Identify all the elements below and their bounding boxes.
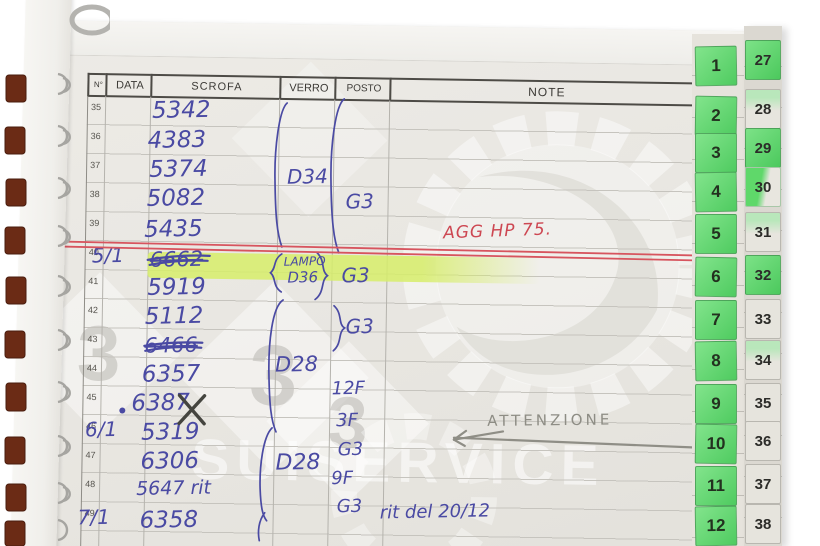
header-label: POSTO [346,82,382,95]
tab-label: 2 [711,105,721,126]
rit-note: rit del 20/12 [379,500,491,524]
verro-label: D34 [286,163,329,189]
posto-mark: G3 [345,313,375,339]
index-tab-27: 27 [745,40,781,80]
page-sheet: 3 3 3 SUISERVICE N° DATA SCROFA VERRO PO… [17,20,768,546]
header-label: NOTE [528,84,566,99]
verro-label: LAMPO [283,253,326,269]
posto-mark: 3F [335,409,359,432]
scrofa-entry: 6306 [140,447,200,475]
index-tab-35: 35 [745,383,781,423]
index-tab-34: 34 [745,340,781,380]
tab-label: 33 [754,310,772,328]
header-col-scrofa: SCROFA [150,73,282,99]
scrofa-entry: 6357 [141,360,201,388]
tab-label: 35 [754,394,772,412]
posto-mark: 12F [331,377,366,400]
tab-label: 29 [754,139,772,157]
index-tab-30: 30 [745,167,781,207]
index-tab-29: 29 [745,128,781,168]
header-col-note: NOTE [389,77,705,106]
header-label: DATA [115,78,144,92]
index-tab-1: 1 [694,45,738,87]
tab-label: 36 [754,432,772,450]
index-tab-36: 36 [745,421,781,461]
scrofa-entry-struck: 6662 [149,246,204,272]
posto-mark: G3 [337,438,364,461]
tab-label: 5 [711,224,721,243]
scrofa-entry: 6358 [139,506,199,534]
index-tab-8: 8 [694,340,738,382]
tab-label: 28 [754,100,772,118]
tab-label: 30 [754,178,772,196]
posto-mark: G3 [341,262,370,288]
index-tab-33: 33 [745,299,781,339]
index-tab-28: 28 [745,89,781,129]
scrofa-entry: 5919 [146,273,207,301]
header-col-posto: POSTO [334,76,392,101]
verro-label: D28 [274,351,319,377]
scrofa-entry: 4383 [147,126,207,154]
index-tab-38: 38 [745,504,781,544]
index-tab-2: 2 [694,95,738,137]
posto-mark: G3 [336,495,363,518]
posto-mark: G3 [345,188,375,214]
header-col-verro: VERRO [279,75,337,100]
tab-label: 34 [754,351,772,369]
header-label: VERRO [289,81,329,95]
header-label: SCROFA [191,80,243,93]
tab-label: 11 [707,476,725,495]
index-tab-32: 32 [745,255,781,295]
page-top-edge [60,20,768,67]
binding-holes [4,74,27,546]
spiral-binding [4,4,110,546]
index-tab-9: 9 [695,384,737,424]
verro-label: D36 [287,268,319,287]
index-tab-4: 4 [694,171,738,213]
tab-label: 3 [711,143,721,162]
verro-label: D28 [275,449,321,476]
tab-label: 27 [754,51,772,69]
index-tab-3: 3 [695,133,737,173]
index-tab-6: 6 [694,256,738,298]
tab-label: 12 [706,515,726,536]
index-tab-11: 11 [695,466,737,506]
index-tab-7: 7 [695,300,737,340]
scrofa-entry: 5374 [148,155,208,183]
tab-label: 37 [754,475,772,493]
scrofa-entry: 5435 [143,215,203,243]
scrofa-entry: 6387 [131,389,191,417]
tab-label: 4 [711,181,721,202]
binding-wires [57,72,71,542]
index-tab-5: 5 [695,214,737,254]
scrofa-entry: 5342 [151,96,211,124]
index-tab-31: 31 [745,212,781,252]
binding-wire-loop [69,4,110,36]
scrofa-entry: 5319 [140,418,200,446]
tab-label: 32 [754,266,772,284]
tab-label: 10 [706,433,726,454]
tab-label: 6 [711,266,721,287]
tab-label: 38 [754,515,772,533]
tab-label: 8 [711,350,721,371]
tab-label: 31 [754,223,772,241]
red-note: AGG HP 75. [442,219,553,244]
index-tab-37: 37 [745,464,781,504]
index-tab-12: 12 [694,505,738,546]
tab-label: 1 [711,55,721,76]
scrofa-entry: 5647 rit [135,476,212,501]
scrofa-entry: 5112 [144,302,204,330]
scrofa-entry-struck: 6466 [144,332,199,358]
scrofa-entry: 5082 [146,184,206,212]
tab-label: 7 [711,310,721,329]
posto-mark: 9F [331,467,354,490]
tab-label: 9 [711,394,721,413]
attention-note: ATTENZIONE [487,410,613,430]
index-tab-10: 10 [694,423,738,465]
header-col-data: DATA [105,73,153,97]
